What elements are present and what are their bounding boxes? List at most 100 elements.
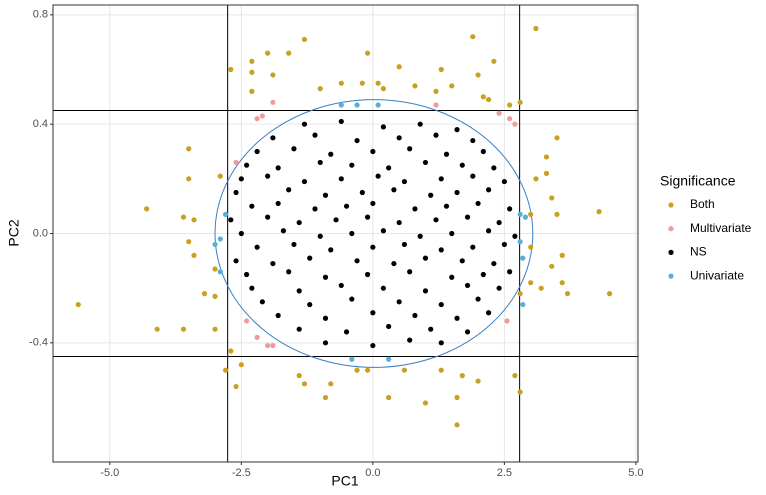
point [512, 233, 518, 239]
point [507, 102, 513, 108]
point [249, 58, 255, 64]
point [217, 269, 223, 275]
point [485, 310, 492, 316]
point [270, 72, 276, 78]
point [338, 118, 344, 125]
point [485, 228, 492, 234]
point [364, 214, 371, 220]
point [417, 121, 423, 127]
point [301, 121, 308, 127]
point [228, 217, 234, 223]
point [338, 80, 344, 86]
point [154, 326, 160, 332]
point [265, 342, 271, 349]
point [549, 195, 555, 201]
point [322, 274, 329, 280]
point [349, 162, 355, 168]
point [254, 244, 260, 250]
point [307, 301, 313, 308]
point [386, 356, 392, 362]
point [438, 247, 444, 253]
point [144, 206, 150, 212]
point [275, 200, 281, 207]
point [338, 282, 344, 289]
point [322, 315, 329, 321]
point [354, 258, 360, 264]
point [554, 211, 560, 217]
point [191, 252, 197, 258]
point [475, 378, 481, 384]
point [543, 170, 550, 176]
point [485, 96, 492, 103]
point [280, 228, 287, 234]
point [364, 271, 371, 278]
point [375, 173, 381, 179]
point [428, 326, 434, 332]
point [528, 211, 534, 217]
point [412, 83, 418, 89]
point [543, 154, 550, 160]
x-tick-label: -5.0 [100, 467, 119, 479]
point [533, 176, 539, 182]
point [301, 36, 308, 43]
point [517, 291, 523, 297]
point [233, 258, 239, 264]
point [222, 211, 229, 217]
point [475, 200, 481, 207]
legend-swatch [668, 202, 674, 208]
point [265, 173, 271, 179]
x-tick-label: 2.5 [497, 467, 512, 479]
point [364, 50, 371, 56]
point [475, 296, 481, 302]
point [517, 211, 523, 217]
point [386, 165, 392, 171]
point [286, 269, 292, 275]
legend-label: Univariate [690, 268, 744, 282]
point [422, 255, 429, 261]
point [370, 244, 376, 250]
point [180, 214, 187, 220]
point [501, 178, 507, 185]
point [243, 271, 250, 278]
point [470, 244, 476, 250]
y-tick-label: -0.4 [29, 337, 48, 349]
point [291, 241, 297, 248]
points [75, 25, 613, 428]
point [520, 255, 526, 261]
point [464, 214, 471, 220]
point [233, 159, 239, 166]
point [254, 148, 260, 155]
point [459, 258, 465, 264]
point [270, 260, 276, 267]
point [520, 301, 526, 308]
point [354, 367, 360, 373]
point [449, 230, 455, 237]
point [480, 148, 486, 155]
point [354, 137, 360, 144]
point [338, 176, 344, 182]
point [286, 187, 292, 193]
point [291, 146, 297, 152]
point [507, 269, 513, 275]
point [496, 285, 502, 291]
point [549, 263, 555, 269]
legend-label: NS [690, 245, 707, 259]
legend-label: Both [690, 197, 715, 211]
point [186, 176, 192, 182]
point [296, 373, 302, 379]
point [380, 124, 386, 130]
point [401, 241, 408, 248]
point [396, 64, 402, 70]
point [333, 217, 339, 223]
point [375, 80, 381, 86]
point [512, 373, 518, 379]
legend: Both Multivariate NS Univariate [668, 197, 752, 282]
point [433, 217, 439, 223]
legend-swatch [668, 249, 674, 255]
point [322, 394, 329, 401]
point [412, 312, 418, 319]
y-tick-label: 0.4 [33, 118, 48, 130]
point [249, 88, 255, 94]
point [449, 83, 455, 89]
point [407, 146, 413, 152]
